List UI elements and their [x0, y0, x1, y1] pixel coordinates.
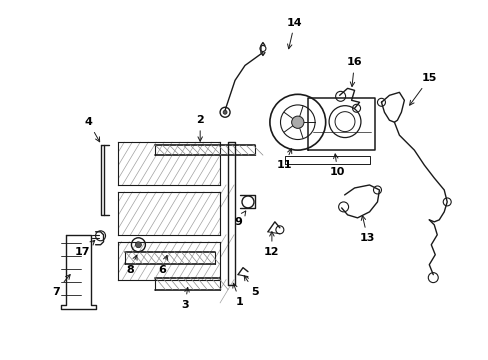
Text: 2: 2	[196, 115, 203, 141]
Text: 3: 3	[181, 287, 189, 310]
Text: 12: 12	[264, 232, 279, 257]
Text: 5: 5	[244, 276, 258, 297]
Text: 4: 4	[84, 117, 100, 142]
Text: 16: 16	[346, 58, 362, 86]
Text: 1: 1	[232, 283, 244, 306]
Text: 11: 11	[277, 149, 292, 170]
Circle shape	[135, 242, 141, 248]
Text: 14: 14	[286, 18, 302, 49]
Text: 15: 15	[409, 73, 436, 105]
Text: 6: 6	[158, 255, 167, 275]
Circle shape	[291, 116, 304, 129]
Text: 7: 7	[52, 275, 70, 297]
Text: 8: 8	[126, 255, 137, 275]
Text: 13: 13	[359, 216, 374, 243]
Circle shape	[223, 110, 226, 114]
Text: 17: 17	[75, 240, 95, 257]
Text: 10: 10	[329, 154, 345, 177]
Text: 9: 9	[234, 211, 245, 227]
